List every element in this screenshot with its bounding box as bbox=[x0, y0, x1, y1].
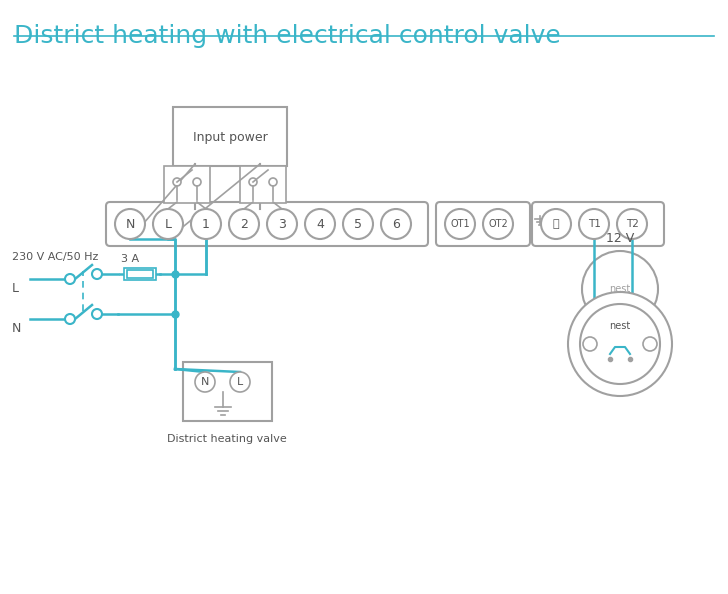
FancyBboxPatch shape bbox=[532, 202, 664, 246]
Text: 2: 2 bbox=[240, 217, 248, 230]
Text: 3 A: 3 A bbox=[121, 254, 139, 264]
Circle shape bbox=[92, 309, 102, 319]
Circle shape bbox=[617, 209, 647, 239]
Circle shape bbox=[193, 178, 201, 186]
Bar bbox=[127, 270, 153, 278]
Text: nest: nest bbox=[609, 321, 630, 331]
Text: District heating valve: District heating valve bbox=[167, 434, 287, 444]
Circle shape bbox=[305, 209, 335, 239]
Circle shape bbox=[643, 337, 657, 351]
FancyBboxPatch shape bbox=[106, 202, 428, 246]
Text: 12 V: 12 V bbox=[606, 232, 634, 245]
Text: N: N bbox=[12, 323, 21, 336]
FancyBboxPatch shape bbox=[173, 107, 287, 166]
Text: nest: nest bbox=[609, 284, 630, 294]
Circle shape bbox=[267, 209, 297, 239]
FancyBboxPatch shape bbox=[436, 202, 530, 246]
Text: L: L bbox=[165, 217, 172, 230]
Text: N: N bbox=[201, 377, 209, 387]
Text: L: L bbox=[237, 377, 243, 387]
Circle shape bbox=[195, 372, 215, 392]
Circle shape bbox=[249, 178, 257, 186]
Circle shape bbox=[582, 251, 658, 327]
Text: 4: 4 bbox=[316, 217, 324, 230]
Circle shape bbox=[115, 209, 145, 239]
Text: Input power: Input power bbox=[193, 131, 267, 144]
Circle shape bbox=[381, 209, 411, 239]
Text: T1: T1 bbox=[587, 219, 601, 229]
Text: 3: 3 bbox=[278, 217, 286, 230]
FancyBboxPatch shape bbox=[164, 166, 210, 203]
Circle shape bbox=[580, 304, 660, 384]
Text: N: N bbox=[125, 217, 135, 230]
FancyBboxPatch shape bbox=[124, 268, 156, 280]
Text: 1: 1 bbox=[202, 217, 210, 230]
Text: OT2: OT2 bbox=[488, 219, 508, 229]
Circle shape bbox=[173, 178, 181, 186]
Circle shape bbox=[191, 209, 221, 239]
Circle shape bbox=[153, 209, 183, 239]
Text: L: L bbox=[12, 283, 19, 295]
Circle shape bbox=[229, 209, 259, 239]
Text: 5: 5 bbox=[354, 217, 362, 230]
Circle shape bbox=[92, 269, 102, 279]
Circle shape bbox=[541, 209, 571, 239]
Circle shape bbox=[445, 209, 475, 239]
Circle shape bbox=[269, 178, 277, 186]
Text: District heating with electrical control valve: District heating with electrical control… bbox=[14, 24, 561, 48]
Text: OT1: OT1 bbox=[450, 219, 470, 229]
Text: ⏚: ⏚ bbox=[553, 219, 559, 229]
Circle shape bbox=[583, 337, 597, 351]
Circle shape bbox=[65, 314, 75, 324]
Circle shape bbox=[65, 274, 75, 284]
Circle shape bbox=[568, 292, 672, 396]
FancyBboxPatch shape bbox=[183, 362, 272, 421]
Circle shape bbox=[230, 372, 250, 392]
Text: T2: T2 bbox=[625, 219, 638, 229]
Text: 6: 6 bbox=[392, 217, 400, 230]
Text: 230 V AC/50 Hz: 230 V AC/50 Hz bbox=[12, 252, 98, 262]
Circle shape bbox=[483, 209, 513, 239]
Circle shape bbox=[579, 209, 609, 239]
FancyBboxPatch shape bbox=[240, 166, 286, 203]
Circle shape bbox=[343, 209, 373, 239]
